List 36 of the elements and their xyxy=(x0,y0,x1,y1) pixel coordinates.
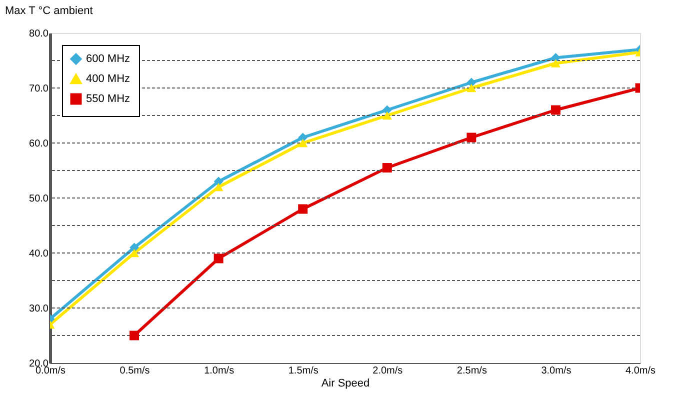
point xyxy=(382,105,392,115)
point xyxy=(550,105,560,115)
x-tick-label: 4.0m/s xyxy=(625,366,656,376)
point xyxy=(214,176,224,186)
x-tick-label: 2.0m/s xyxy=(372,366,403,376)
x-tick-label: 1.5m/s xyxy=(288,366,318,376)
point xyxy=(214,182,224,192)
legend-label: 550 MHz xyxy=(86,93,130,105)
x-tick-label: 2.5m/s xyxy=(456,366,487,376)
point xyxy=(382,163,392,172)
y-tick-label: 80.0 xyxy=(29,28,49,40)
point xyxy=(298,138,308,148)
point xyxy=(466,132,476,142)
y-tick-label: 30.0 xyxy=(29,304,49,314)
legend-label: 600 MHz xyxy=(86,53,130,65)
point xyxy=(298,132,308,142)
y-tick-label: 40.0 xyxy=(29,248,49,260)
x-tick-label: 1.0m/s xyxy=(204,366,234,376)
point xyxy=(298,204,308,214)
point xyxy=(550,53,560,62)
y-tick-label: 70.0 xyxy=(29,84,49,94)
x-tick-label: 0.0m/s xyxy=(35,366,66,376)
x-tick-label: 3.0m/s xyxy=(541,366,572,376)
y-tick-label: 50.0 xyxy=(29,194,49,204)
point xyxy=(130,242,140,252)
point xyxy=(382,111,392,120)
point xyxy=(214,254,224,264)
y-tick-label: 60.0 xyxy=(29,138,49,150)
point xyxy=(466,84,476,92)
chart-title: Max T °C ambient xyxy=(5,5,93,17)
point xyxy=(550,59,560,68)
x-axis-title: Air Speed xyxy=(321,378,370,390)
legend-label: 400 MHz xyxy=(86,73,130,85)
point xyxy=(130,330,140,340)
point xyxy=(466,78,476,88)
x-tick-label: 0.5m/s xyxy=(120,366,150,376)
